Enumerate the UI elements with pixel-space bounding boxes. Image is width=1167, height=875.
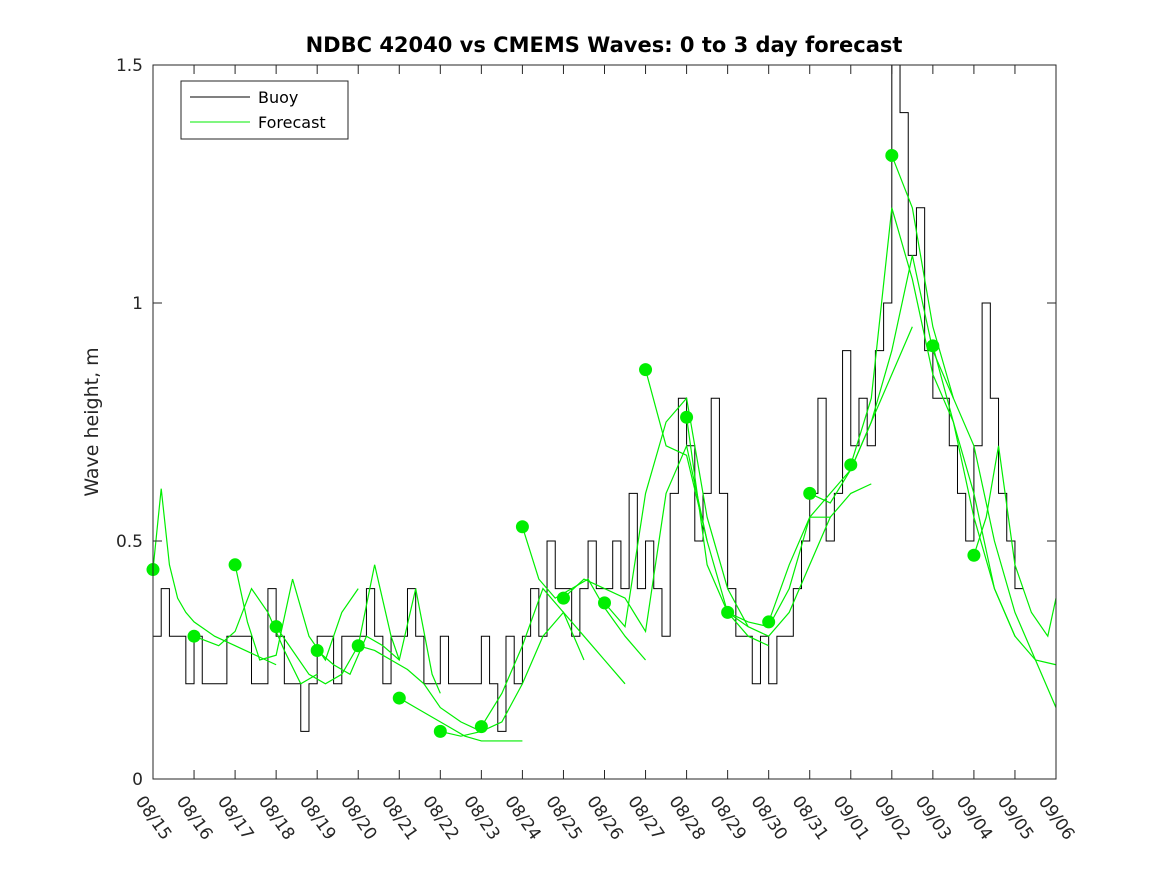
forecast-run-line bbox=[932, 345, 1057, 666]
x-tick-label: 08/28 bbox=[664, 792, 708, 844]
x-tick-label: 08/23 bbox=[459, 792, 503, 844]
marker-layer bbox=[146, 148, 981, 738]
forecast-run-line bbox=[521, 526, 646, 661]
series-layer bbox=[152, 64, 1057, 742]
x-tick-label: 08/15 bbox=[131, 792, 175, 844]
forecast-marker bbox=[187, 629, 201, 643]
x-tick-label: 08/27 bbox=[623, 792, 667, 844]
forecast-run-line bbox=[604, 396, 749, 629]
forecast-run-line bbox=[809, 255, 954, 504]
forecast-run-line bbox=[685, 417, 831, 637]
x-tick-label: 09/02 bbox=[870, 792, 914, 844]
x-tick-label: 08/16 bbox=[172, 792, 216, 844]
y-tick-label: 0.5 bbox=[116, 532, 143, 552]
forecast-run-line bbox=[358, 645, 482, 732]
x-tick-label: 08/30 bbox=[747, 792, 791, 844]
x-tick-label: 09/01 bbox=[829, 792, 873, 844]
y-tick-label: 1 bbox=[132, 294, 143, 314]
forecast-marker bbox=[474, 720, 488, 734]
y-ticks: 0 0.5 1 1.5 bbox=[116, 56, 1056, 790]
forecast-marker bbox=[351, 639, 365, 653]
forecast-run-line bbox=[440, 611, 585, 737]
x-tick-label: 08/17 bbox=[213, 792, 257, 844]
forecast-run-line bbox=[193, 587, 318, 685]
forecast-marker bbox=[680, 410, 694, 424]
x-tick-label: 08/26 bbox=[582, 792, 626, 844]
y-axis-label: Wave height, m bbox=[81, 347, 103, 496]
buoy-series-line bbox=[153, 64, 1024, 732]
forecast-marker bbox=[392, 691, 406, 705]
forecast-run-line bbox=[644, 369, 769, 647]
forecast-marker bbox=[598, 596, 611, 610]
forecast-marker bbox=[762, 615, 776, 629]
forecast-run-line bbox=[727, 483, 872, 628]
x-tick-label: 08/19 bbox=[295, 792, 339, 844]
forecast-marker bbox=[967, 548, 981, 562]
x-tick-label: 08/18 bbox=[254, 792, 298, 844]
forecast-marker bbox=[803, 486, 817, 500]
forecast-marker bbox=[885, 148, 899, 162]
forecast-run-line bbox=[316, 588, 441, 694]
chart-title: NDBC 42040 vs CMEMS Waves: 0 to 3 day fo… bbox=[306, 33, 903, 57]
x-tick-label: 09/06 bbox=[1034, 792, 1078, 844]
forecast-run-line bbox=[152, 488, 277, 666]
y-tick-label: 0 bbox=[132, 770, 143, 790]
forecast-marker bbox=[926, 339, 940, 353]
forecast-marker bbox=[269, 620, 283, 634]
x-tick-label: 08/31 bbox=[788, 792, 832, 844]
plot-area bbox=[153, 65, 1056, 779]
forecast-marker bbox=[556, 591, 570, 605]
forecast-run-line bbox=[891, 155, 1057, 708]
forecast-run-line bbox=[398, 697, 523, 742]
legend-forecast-label: Forecast bbox=[258, 113, 326, 132]
forecast-marker bbox=[228, 558, 242, 572]
forecast-run-line bbox=[480, 587, 626, 727]
forecast-run-line bbox=[973, 445, 1057, 638]
forecast-run-line bbox=[768, 326, 913, 623]
forecast-marker bbox=[310, 643, 324, 657]
legend-buoy-label: Buoy bbox=[258, 88, 298, 107]
x-tick-label: 09/05 bbox=[993, 792, 1037, 844]
forecast-marker bbox=[639, 363, 653, 377]
forecast-marker bbox=[515, 520, 529, 534]
x-tick-label: 09/04 bbox=[952, 792, 996, 844]
forecast-run-line bbox=[850, 207, 1016, 637]
forecast-run-line bbox=[234, 564, 359, 662]
forecast-marker bbox=[844, 458, 858, 472]
x-tick-label: 08/29 bbox=[706, 792, 750, 844]
x-tick-label: 08/21 bbox=[377, 792, 421, 844]
legend: Buoy Forecast bbox=[180, 80, 349, 140]
x-tick-label: 08/24 bbox=[500, 792, 544, 844]
x-tick-label: 08/25 bbox=[541, 792, 585, 844]
x-tick-label: 09/03 bbox=[911, 792, 955, 844]
y-tick-label: 1.5 bbox=[116, 56, 143, 76]
x-tick-label: 08/22 bbox=[418, 792, 462, 844]
legend-box bbox=[180, 80, 349, 140]
forecast-marker bbox=[721, 605, 735, 619]
x-tick-label: 08/20 bbox=[336, 792, 380, 844]
forecast-marker bbox=[433, 724, 447, 738]
forecast-run-line bbox=[275, 564, 400, 685]
